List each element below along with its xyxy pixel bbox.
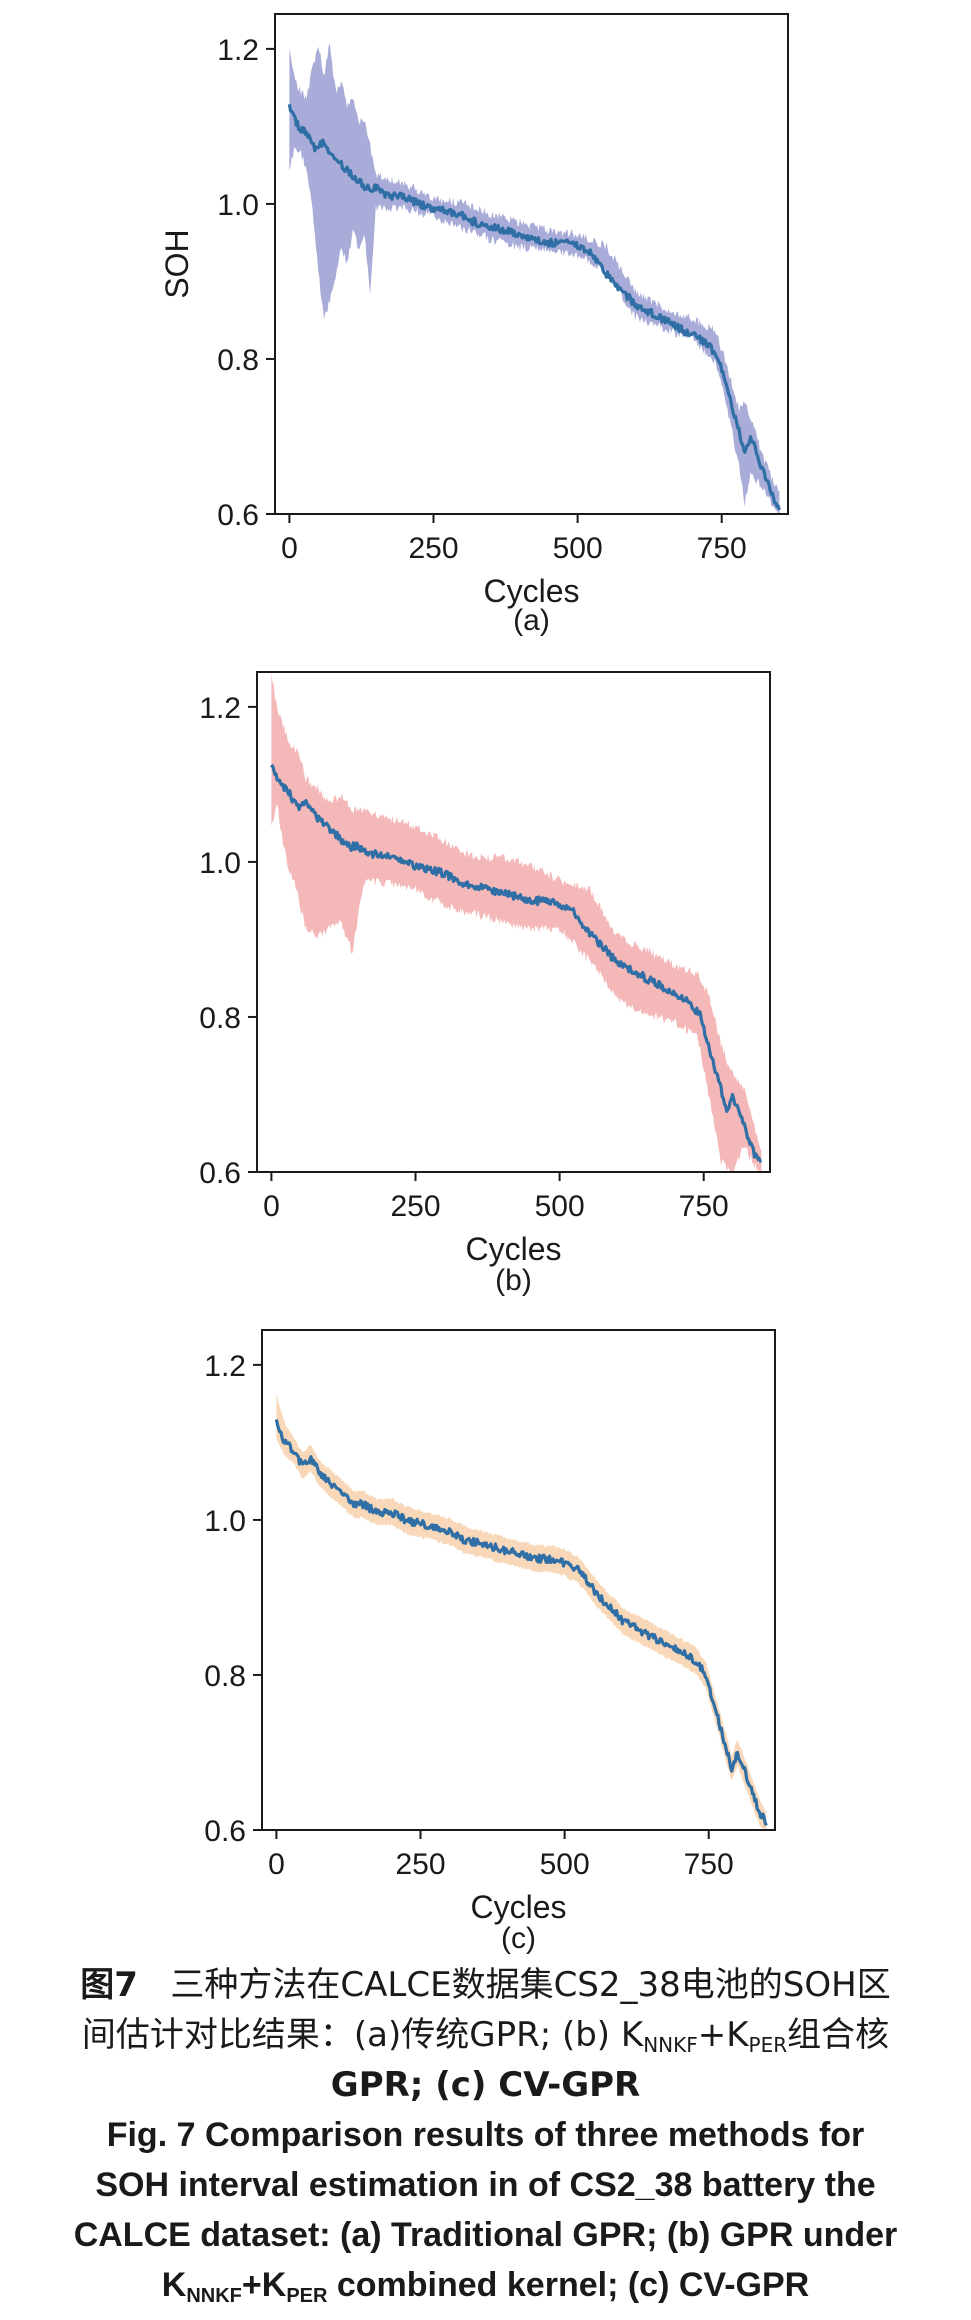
x-tick-label: 500 bbox=[535, 1190, 585, 1223]
interval-band bbox=[276, 1393, 767, 1830]
caption-en-text4: combined kernel; (c) CV-GPR bbox=[327, 2266, 810, 2304]
caption-en-line4: KNNKF+KPER combined kernel; (c) CV-GPR bbox=[0, 2260, 971, 2310]
x-tick-label: 0 bbox=[281, 532, 298, 565]
y-tick-label: 1.2 bbox=[204, 1350, 246, 1383]
soh-mean-line bbox=[274, 1419, 768, 1827]
caption-cn-fig: 图7 bbox=[80, 1965, 138, 2005]
caption-en-sub1: NNKF bbox=[186, 2285, 242, 2307]
x-tick-label: 250 bbox=[408, 532, 458, 565]
caption-cn-line3: GPR; (c) CV-GPR bbox=[330, 2065, 641, 2105]
y-tick-label: 1.0 bbox=[217, 189, 259, 222]
x-tick-label: 250 bbox=[390, 1190, 440, 1223]
plot-frame bbox=[274, 13, 789, 515]
x-axis-label: Cycles bbox=[470, 1889, 566, 1925]
x-tick-label: 0 bbox=[268, 1848, 285, 1881]
y-tick-label: 1.2 bbox=[199, 692, 241, 725]
y-tick-label: 0.8 bbox=[204, 1660, 246, 1693]
caption-en-line2: SOH interval estimation in of CS2_38 bat… bbox=[95, 2166, 876, 2204]
y-tick-label: 0.6 bbox=[217, 499, 259, 532]
caption-cn-text2b: 组合核 bbox=[787, 2015, 890, 2055]
x-axis-label: Cycles bbox=[483, 573, 579, 609]
caption-cn-line1: 图7 三种方法在CALCE数据集CS2_38电池的SOH区 bbox=[0, 1960, 971, 2010]
caption-en-sub2: PER bbox=[286, 2285, 328, 2307]
caption-cn-text1: 三种方法在CALCE数据集CS2_38电池的SOH区 bbox=[170, 1965, 891, 2005]
x-tick-label: 0 bbox=[263, 1190, 280, 1223]
subfigure-label: (c) bbox=[501, 1922, 536, 1955]
y-tick-label: 1.2 bbox=[217, 34, 259, 67]
plot-frame bbox=[256, 671, 771, 1173]
x-tick-label: 750 bbox=[684, 1848, 734, 1881]
plot-frame bbox=[261, 1329, 776, 1831]
caption-en-k1: K bbox=[161, 2266, 187, 2304]
caption-en-line3: CALCE dataset: (a) Traditional GPR; (b) … bbox=[73, 2216, 898, 2254]
chart-c: 0 250 500 750 0.6 0.8 1.0 1.2 Cycles(c) bbox=[204, 1329, 776, 1955]
x-tick-label: 750 bbox=[679, 1190, 729, 1223]
y-tick-label: 0.6 bbox=[199, 1157, 241, 1190]
x-tick-label: 250 bbox=[395, 1848, 445, 1881]
y-tick-label: 0.8 bbox=[217, 344, 259, 377]
x-tick-label: 500 bbox=[540, 1848, 590, 1881]
figure-caption: 图7 三种方法在CALCE数据集CS2_38电池的SOH区 间估计对比结果：(a… bbox=[0, 1960, 971, 2310]
y-tick-label: 0.6 bbox=[204, 1815, 246, 1848]
subfigure-label: (a) bbox=[513, 604, 550, 637]
subfigure-label: (b) bbox=[495, 1264, 532, 1297]
caption-cn-plus: +K bbox=[697, 2015, 749, 2055]
y-tick-label: 1.0 bbox=[199, 847, 241, 880]
y-axis-label: SOH bbox=[159, 229, 195, 298]
y-tick-label: 0.8 bbox=[199, 1002, 241, 1035]
x-axis-label: Cycles bbox=[465, 1231, 561, 1267]
chart-b: 0 250 500 750 0.6 0.8 1.0 1.2 Cycles(b) bbox=[199, 671, 771, 1297]
chart-a: 0 250 500 750 0.6 0.8 1.0 1.2 Cycles SOH (a) bbox=[159, 13, 789, 637]
interval-band bbox=[289, 43, 780, 515]
caption-cn-line2: 间估计对比结果：(a)传统GPR; (b) KNNKF+KPER组合核 bbox=[0, 2010, 971, 2060]
y-tick-label: 1.0 bbox=[204, 1505, 246, 1538]
caption-en-line1: Fig. 7 Comparison results of three metho… bbox=[106, 2116, 865, 2154]
x-tick-label: 750 bbox=[697, 532, 747, 565]
caption-cn-sub2: PER bbox=[748, 2033, 788, 2057]
soh-mean-line bbox=[270, 764, 763, 1163]
soh-mean-line bbox=[287, 104, 781, 511]
figure-charts: 0 250 500 750 0.6 0.8 1.0 1.2 Cycles SOH (a) 0 250 5… bbox=[159, 13, 789, 1955]
caption-cn-text2a: 间估计对比结果：(a)传统GPR; (b) K bbox=[81, 2015, 644, 2055]
caption-cn-sub1: NNKF bbox=[643, 2033, 698, 2057]
caption-en-plus: +K bbox=[241, 2266, 287, 2304]
x-tick-label: 500 bbox=[553, 532, 603, 565]
interval-band bbox=[271, 672, 762, 1172]
